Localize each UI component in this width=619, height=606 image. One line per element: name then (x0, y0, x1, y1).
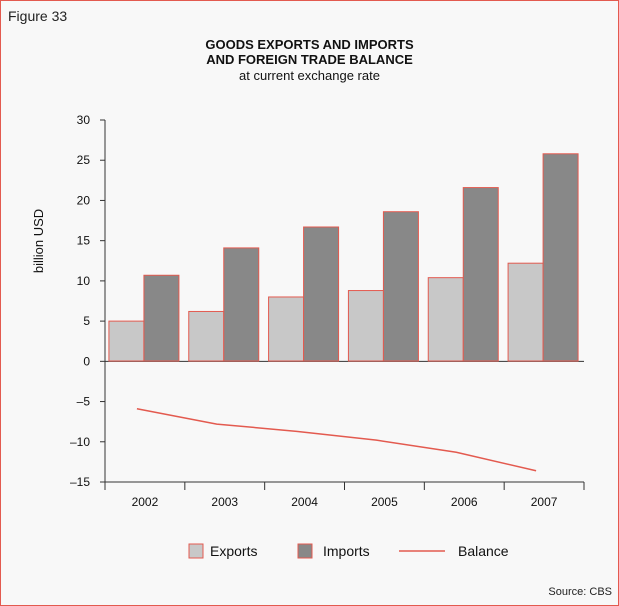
bar-imports (462, 187, 499, 362)
bar-imports (223, 247, 260, 362)
x-tick-label: 2007 (531, 495, 558, 509)
source-note: Source: CBS (548, 586, 612, 598)
legend-label-exports: Exports (210, 543, 257, 559)
legend-swatch-exports (188, 543, 204, 559)
x-tick-label: 2002 (132, 495, 159, 509)
bar-exports (427, 277, 464, 362)
y-tick-label: 20 (77, 193, 91, 207)
bar-imports (303, 226, 340, 362)
y-tick-label: 25 (77, 153, 91, 167)
chart-svg: 30 25 20 15 10 5 0 –5 –10 –15 billion USD 2002 2003 2… (31, 113, 585, 559)
x-tick-label: 2003 (211, 495, 238, 509)
figure-label: Figure 33 (8, 8, 68, 24)
x-tick-label: 2006 (451, 495, 478, 509)
bar-imports (143, 274, 180, 362)
y-tick-label: 30 (77, 113, 91, 127)
y-tick-label: 15 (77, 234, 91, 248)
y-tick-label: –10 (70, 435, 90, 449)
y-tick-label: 10 (77, 274, 91, 288)
chart-title-line-1: GOODS EXPORTS AND IMPORTS (205, 37, 414, 52)
balance-line (136, 408, 537, 472)
bar-exports (188, 310, 225, 362)
bar-exports (347, 290, 384, 362)
y-tick-label: 5 (83, 314, 90, 328)
x-tick-label: 2004 (291, 495, 318, 509)
bar-exports (268, 296, 305, 362)
chart-title-line-2: AND FOREIGN TRADE BALANCE (206, 52, 413, 67)
chart-subtitle: at current exchange rate (239, 68, 380, 83)
legend-label-balance: Balance (458, 543, 509, 559)
x-tick-label: 2005 (371, 495, 398, 509)
y-tick-label: –15 (70, 475, 90, 489)
bar-exports (108, 320, 145, 362)
y-axis-title: billion USD (31, 209, 46, 273)
legend-swatch-imports (297, 543, 313, 559)
bar-exports (507, 262, 544, 362)
bar-imports (382, 211, 419, 362)
legend-label-imports: Imports (323, 543, 370, 559)
y-tick-label: –5 (77, 395, 91, 409)
y-tick-label: 0 (83, 354, 90, 368)
bar-imports (542, 153, 579, 362)
